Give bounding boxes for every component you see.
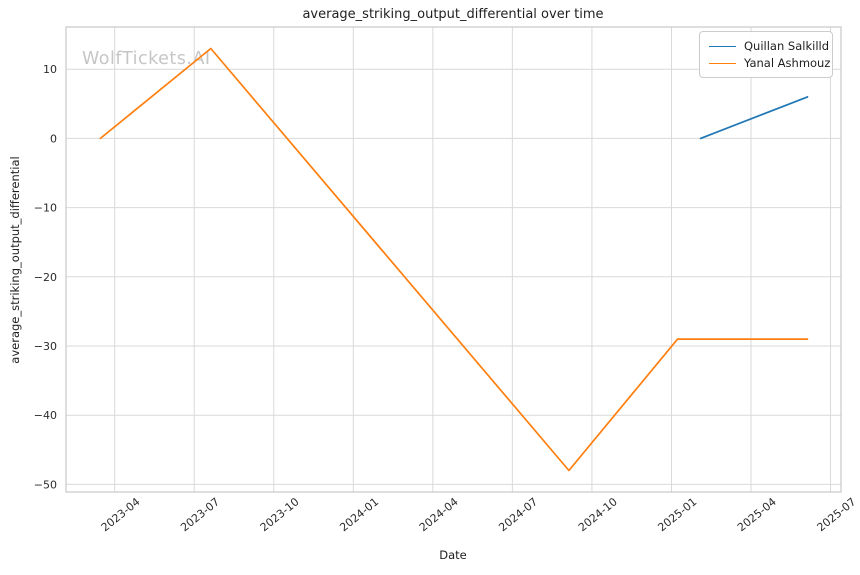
x-axis-label: Date: [439, 548, 467, 562]
series-line-0: [699, 96, 809, 140]
legend-label: Yanal Ashmouz: [744, 56, 831, 70]
x-tick-label: 2025-01: [655, 495, 699, 534]
watermark: WolfTickets.AI: [82, 49, 211, 69]
x-tick-label: 2024-07: [496, 495, 540, 534]
chart-title: average_striking_output_differential ove…: [302, 7, 604, 22]
x-tick-label: 2024-10: [576, 495, 620, 534]
legend-entry: Quillan Salkilld: [709, 39, 830, 53]
x-tick-label: 2023-04: [99, 495, 143, 534]
legend-line-swatch: [709, 45, 736, 47]
legend-line-swatch: [709, 62, 736, 64]
y-axis-label: average_striking_output_differential: [8, 156, 22, 364]
y-tick-label: 0: [50, 132, 57, 145]
series-line-1: [99, 47, 809, 472]
y-tick-label: −20: [34, 271, 57, 284]
x-tick-label: 2024-04: [417, 495, 461, 534]
x-tick-label: 2023-07: [178, 495, 222, 534]
legend: Quillan Salkilld Yanal Ashmouz: [699, 31, 833, 78]
x-tick-label: 2023-10: [258, 495, 302, 534]
y-tick-label: −30: [34, 340, 57, 353]
y-tick-label: −10: [34, 202, 57, 215]
x-tick-label: 2025-04: [735, 495, 779, 534]
x-tick-label: 2024-01: [337, 495, 381, 534]
x-tick-label: 2025-07: [815, 495, 859, 534]
legend-label: Quillan Salkilld: [744, 39, 830, 53]
legend-entry: Yanal Ashmouz: [709, 56, 830, 70]
y-tick-label: −50: [34, 478, 57, 491]
y-tick-label: −40: [34, 409, 57, 422]
plot-border: [65, 26, 842, 493]
y-tick-label: 10: [43, 63, 57, 76]
